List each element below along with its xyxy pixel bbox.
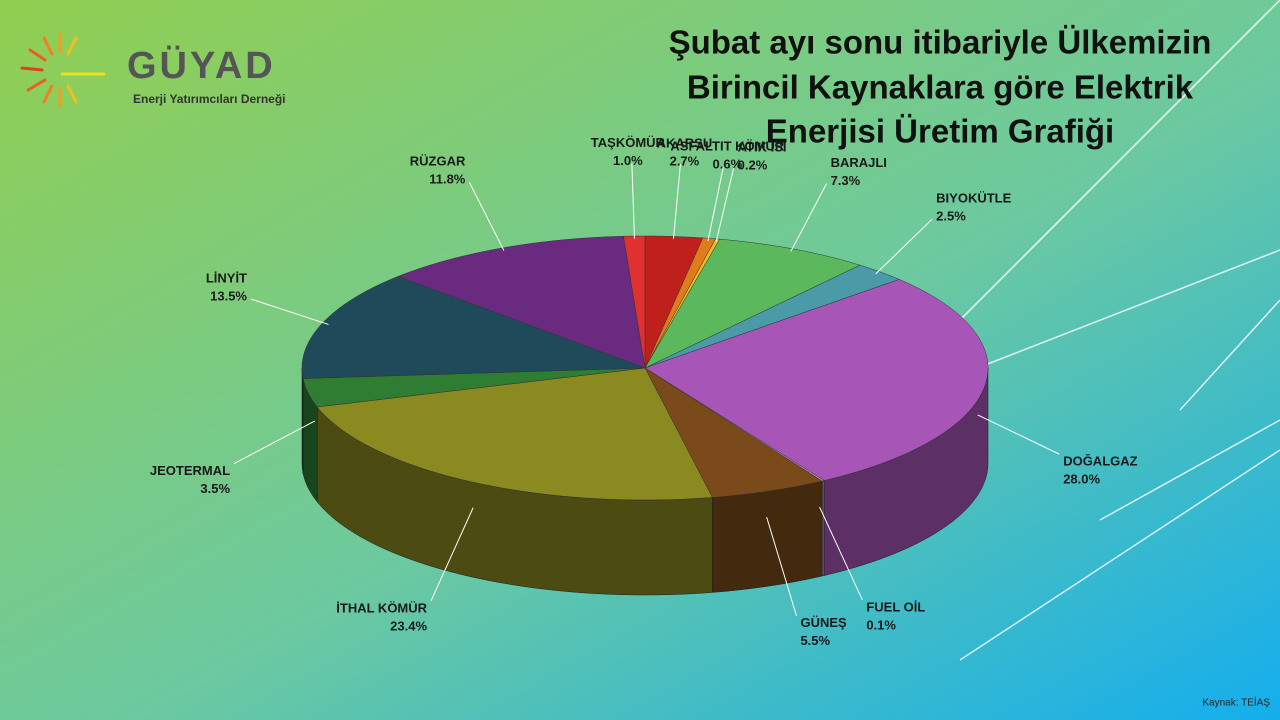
- leader-line: [790, 183, 828, 252]
- data-label-name: BIYOKÜTLE: [936, 191, 1011, 206]
- leader-line: [977, 414, 1060, 455]
- logo-mark: [20, 32, 106, 108]
- data-label-name: JEOTERMAL: [150, 463, 230, 478]
- chart-title: Şubat ayı sonu itibariyle Ülkemizin: [669, 24, 1212, 61]
- leader-line: [430, 507, 474, 602]
- leader-line: [715, 167, 735, 242]
- leader-line: [707, 166, 724, 242]
- data-label-name: GÜNEŞ: [800, 615, 847, 630]
- data-label-value: 23.4%: [390, 618, 427, 633]
- slice-side: [821, 480, 825, 577]
- data-label-value: 0.6%: [713, 156, 743, 171]
- leader-line: [468, 182, 505, 251]
- data-label-value: 0.2%: [738, 157, 768, 172]
- slice: [644, 367, 823, 498]
- chart-title: Birincil Kaynaklara göre Elektrik: [687, 69, 1194, 106]
- slice: [316, 367, 713, 501]
- logo-subtitle: Enerji Yatırımcıları Derneği: [133, 92, 286, 106]
- data-label-value: 11.8%: [429, 172, 466, 187]
- data-label-name: ASFALTIT KÖMÜR: [670, 138, 784, 153]
- data-label-name: TAŞKÖMÜR: [591, 135, 666, 150]
- data-label-value: 2.7%: [670, 154, 700, 169]
- chart-title: Enerjisi Üretim Grafiği: [766, 113, 1114, 150]
- data-label-value: 3.5%: [200, 481, 230, 496]
- pie-tops: [301, 235, 989, 501]
- data-label-name: AKARSU: [657, 136, 713, 151]
- leader-line: [875, 218, 933, 275]
- slice: [302, 367, 646, 408]
- data-label-name: LİNYİT: [206, 271, 247, 286]
- slice: [397, 236, 646, 369]
- data-label-value: 28.0%: [1063, 472, 1100, 487]
- slice: [301, 276, 646, 379]
- leader-line: [631, 163, 635, 239]
- slice-side: [301, 367, 304, 474]
- logo-name: GÜYAD: [127, 44, 276, 87]
- leader-line: [250, 298, 329, 325]
- slice: [644, 238, 861, 369]
- data-label-name: İTHAL KÖMÜR: [336, 600, 427, 615]
- data-label-name: RÜZGAR: [410, 154, 466, 169]
- data-label-value: 13.5%: [210, 289, 247, 304]
- data-label-value: 2.5%: [936, 209, 966, 224]
- data-label-value: 7.3%: [831, 173, 861, 188]
- leader-line: [672, 164, 681, 240]
- data-label-value: 0.1%: [866, 617, 896, 632]
- data-label-name: ATIK ISI: [738, 139, 787, 154]
- source: Kaynak: TEİAŞ: [1202, 696, 1270, 709]
- slice: [644, 264, 900, 369]
- slice: [644, 279, 989, 481]
- data-label-name: DOĞALGAZ: [1063, 454, 1137, 469]
- data-label-name: FUEL OİL: [866, 599, 925, 614]
- slice-side: [712, 480, 823, 593]
- labels: AKARSU 2.7%ASFALTIT KÖMÜR 0.6% ATIK ISI 0.2%…: [150, 135, 1138, 648]
- decoration: [939, 0, 1280, 661]
- data-label-name: BARAJLI: [831, 155, 887, 170]
- leader-line: [819, 506, 863, 601]
- leader-line: [233, 420, 316, 465]
- data-label-value: 5.5%: [800, 633, 830, 648]
- leader-line: [766, 516, 797, 616]
- data-label-value: 1.0%: [613, 153, 643, 168]
